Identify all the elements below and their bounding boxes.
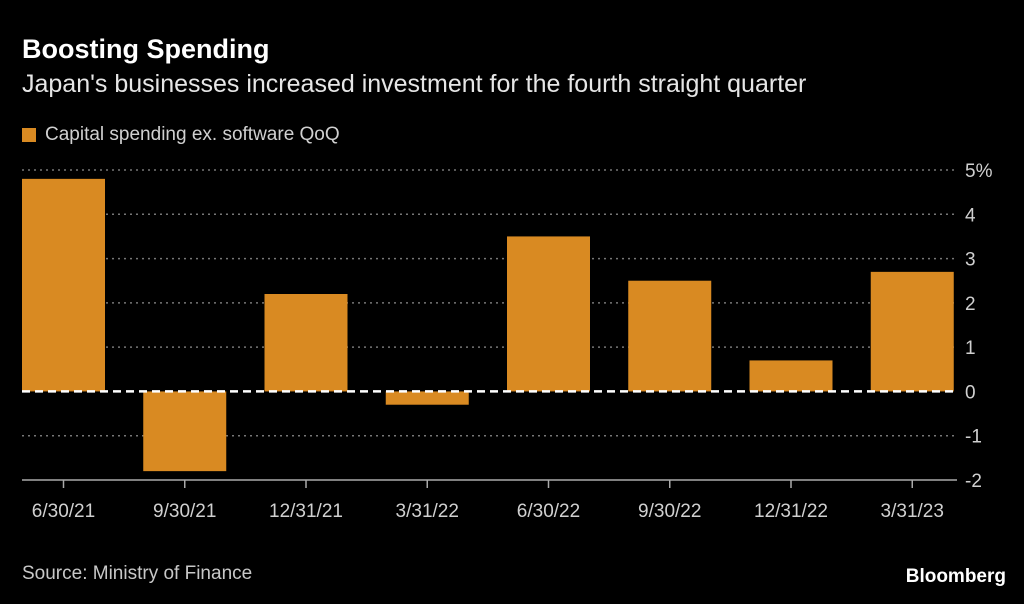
- x-tick-label: 6/30/21: [32, 501, 95, 522]
- y-tick-label: 1: [965, 338, 976, 359]
- legend: Capital spending ex. software QoQ: [22, 124, 340, 146]
- bar: [749, 360, 833, 392]
- bar: [22, 178, 105, 392]
- bar: [870, 271, 954, 392]
- x-tick-label: 3/31/22: [396, 501, 459, 522]
- bar: [507, 236, 590, 392]
- x-tick-label: 12/31/21: [269, 501, 343, 522]
- bloomberg-logo: Bloomberg: [905, 566, 1006, 587]
- legend-swatch: [22, 128, 36, 142]
- source-note: Source: Ministry of Finance: [22, 563, 253, 584]
- y-tick-label: 5%: [965, 161, 993, 182]
- bar: [628, 280, 712, 392]
- bar: [143, 391, 227, 472]
- legend-label: Capital spending ex. software QoQ: [45, 124, 340, 145]
- chart-title: Boosting Spending: [22, 34, 270, 64]
- y-tick-label: -1: [965, 427, 982, 448]
- x-tick-label: 9/30/21: [153, 501, 216, 522]
- bar: [264, 294, 348, 392]
- y-tick-label: -2: [965, 471, 982, 492]
- y-tick-label: 4: [965, 205, 976, 226]
- y-tick-label: 3: [965, 250, 976, 271]
- chart-subtitle: Japan's businesses increased investment …: [22, 70, 807, 98]
- x-tick-label: 12/31/22: [754, 501, 828, 522]
- bar: [385, 391, 469, 405]
- x-tick-label: 3/31/23: [881, 501, 944, 522]
- x-tick-label: 6/30/22: [517, 501, 580, 522]
- y-tick-label: 0: [965, 382, 976, 403]
- y-tick-label: 2: [965, 294, 976, 315]
- x-tick-label: 9/30/22: [638, 501, 701, 522]
